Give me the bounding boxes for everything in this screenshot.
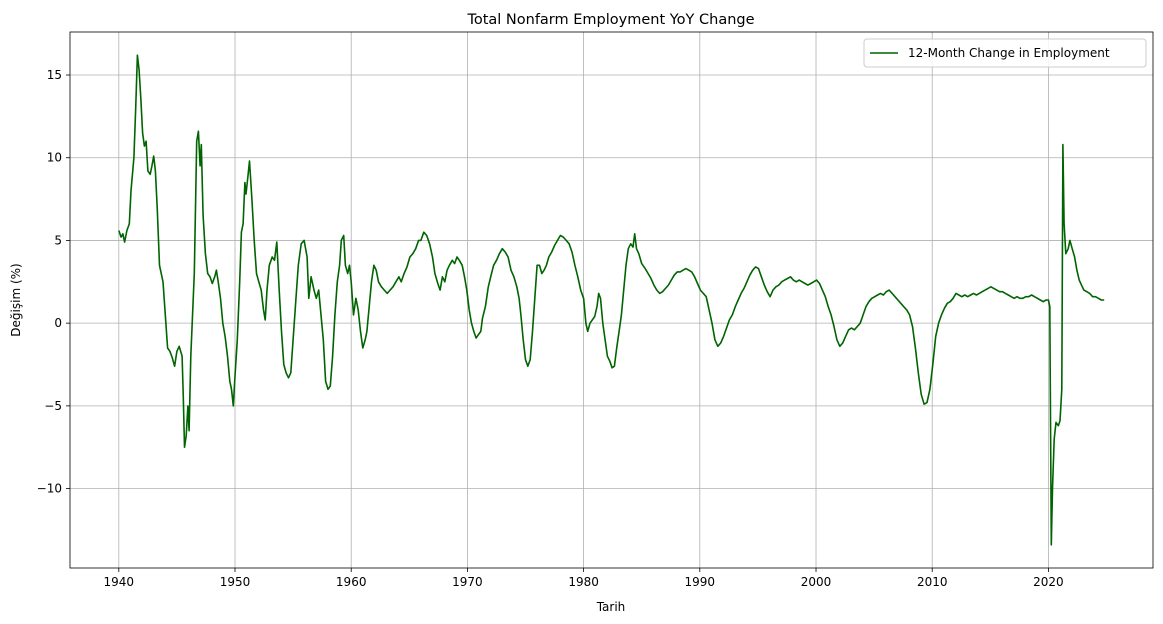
x-tick-label: 1940	[104, 575, 135, 589]
ticks: 1940 1950 1960 1970 1980 1990 2000 2010 2020 −10 −…	[37, 68, 1064, 589]
y-tick-label: −5	[44, 399, 62, 413]
chart-title: Total Nonfarm Employment YoY Change	[466, 12, 754, 28]
grid	[70, 32, 1153, 568]
x-tick-label: 1970	[452, 575, 483, 589]
y-tick-label: 5	[54, 233, 62, 247]
series-layer	[118, 54, 1105, 546]
x-tick-label: 2000	[801, 575, 832, 589]
y-tick-label: −10	[37, 482, 62, 496]
legend-label: 12-Month Change in Employment	[908, 46, 1110, 60]
y-axis-title: Değişim (%)	[9, 263, 23, 336]
y-tick-label: 15	[47, 68, 62, 82]
series-line-0	[118, 54, 1105, 546]
x-tick-label: 2020	[1033, 575, 1064, 589]
x-axis-title: Tarih	[596, 600, 626, 614]
x-tick-label: 2010	[917, 575, 948, 589]
y-tick-label: 10	[47, 151, 62, 165]
y-tick-label: 0	[54, 316, 62, 330]
legend-box	[863, 38, 1147, 68]
plot-frame	[69, 31, 1154, 569]
x-tick-label: 1980	[568, 575, 599, 589]
x-tick-label: 1950	[220, 575, 251, 589]
x-tick-label: 1990	[685, 575, 716, 589]
x-tick-label: 1960	[336, 575, 367, 589]
legend: 12-Month Change in Employment	[863, 38, 1147, 68]
